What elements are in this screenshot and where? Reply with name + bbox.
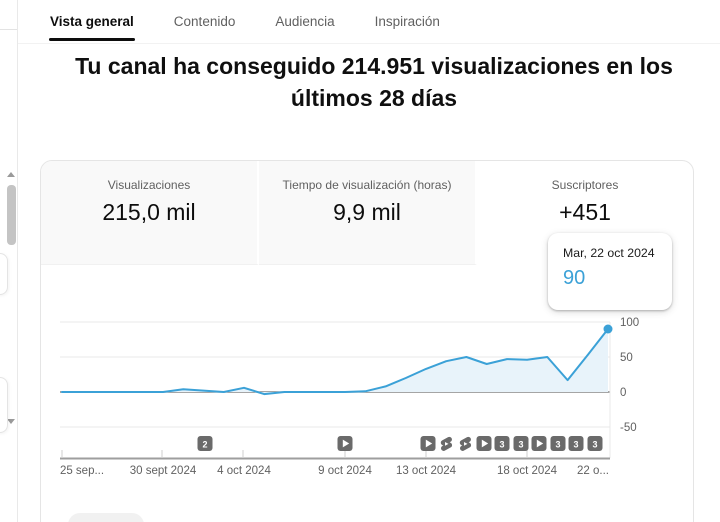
- x-axis-tick-label: 25 sep...: [60, 465, 104, 477]
- video-count-marker[interactable]: [587, 436, 603, 451]
- y-axis-tick-label: -50: [620, 422, 637, 434]
- tab-contenido[interactable]: Contenido: [173, 14, 236, 29]
- video-count-label: 3: [592, 439, 597, 449]
- y-axis-tick-label: 0: [620, 387, 626, 399]
- video-count-marker[interactable]: [550, 436, 566, 451]
- scroll-down-arrow-icon[interactable]: [7, 419, 15, 424]
- scroll-up-arrow-icon[interactable]: [7, 172, 15, 177]
- tab-audiencia[interactable]: Audiencia: [275, 14, 335, 29]
- x-axis-tick-label: 9 oct 2024: [318, 465, 372, 477]
- play-icon: [425, 439, 433, 448]
- x-axis-tick-label: 30 sept 2024: [130, 465, 197, 477]
- shorts-video-marker-icon[interactable]: [459, 436, 472, 451]
- tooltip-date: Mar, 22 oct 2024: [563, 246, 655, 260]
- y-axis-tick-label: 50: [620, 352, 633, 364]
- metric-value: 9,9 mil: [333, 199, 401, 225]
- metric-value: 215,0 mil: [102, 199, 196, 225]
- video-count-marker[interactable]: [513, 436, 529, 451]
- video-count-label: 3: [555, 439, 560, 449]
- metric-value: +451: [559, 199, 611, 225]
- video-count-marker[interactable]: [494, 436, 510, 451]
- metric-label: Visualizaciones: [107, 178, 191, 192]
- see-more-button-partial[interactable]: [68, 513, 144, 522]
- scrollbar-thumb[interactable]: [7, 185, 16, 245]
- headline-line-1: Tu canal ha conseguido 214.951 visualiza…: [75, 53, 673, 79]
- channel-summary-headline: Tu canal ha conseguido 214.951 visualiza…: [28, 50, 720, 114]
- video-count-label: 3: [499, 439, 504, 449]
- video-count-label: 3: [518, 439, 523, 449]
- tab-inspiracion[interactable]: Inspiración: [374, 14, 440, 29]
- subscribers-line: [61, 328, 609, 396]
- play-icon: [536, 439, 544, 448]
- video-count-marker[interactable]: [197, 436, 213, 451]
- analytics-card: Visualizaciones 215,0 mil Tiempo de visu…: [40, 160, 694, 522]
- metric-card-views[interactable]: Visualizaciones 215,0 mil: [41, 161, 259, 265]
- x-axis-tick-label: 4 oct 2024: [217, 465, 271, 477]
- headline-line-2: últimos 28 días: [290, 85, 458, 111]
- tab-vista-general[interactable]: Vista general: [50, 14, 134, 29]
- scrollbar-track-border: [17, 0, 18, 522]
- x-axis-tick-label: 18 oct 2024: [497, 465, 558, 477]
- metric-label: Suscriptores: [551, 178, 619, 192]
- analytics-tab-bar: Vista general Contenido Audiencia Inspir…: [18, 0, 720, 44]
- active-tab-underline: [49, 38, 135, 41]
- metric-cards-row: Visualizaciones 215,0 mil Tiempo de visu…: [41, 161, 693, 265]
- scroll-area-top-line: [0, 29, 17, 30]
- metric-label: Tiempo de visualización (horas): [282, 178, 452, 192]
- x-axis-tick-label: 22 o...: [577, 465, 609, 477]
- video-count-label: 3: [573, 439, 578, 449]
- shorts-video-marker-icon[interactable]: [440, 436, 453, 451]
- play-icon: [481, 439, 489, 448]
- chart-tooltip: Mar, 22 oct 2024 90: [548, 233, 672, 310]
- play-icon: [342, 439, 350, 448]
- highlighted-data-point[interactable]: [603, 324, 613, 334]
- video-count-marker[interactable]: [568, 436, 584, 451]
- metric-card-watch-time[interactable]: Tiempo de visualización (horas) 9,9 mil: [259, 161, 477, 265]
- tooltip-value: 90: [563, 267, 586, 289]
- metric-card-subscribers[interactable]: Suscriptores +451: [477, 161, 693, 265]
- y-axis-tick-label: 100: [620, 317, 639, 329]
- x-axis-tick-label: 13 oct 2024: [396, 465, 457, 477]
- video-count-label: 2: [202, 439, 207, 449]
- area-fill: [62, 329, 608, 395]
